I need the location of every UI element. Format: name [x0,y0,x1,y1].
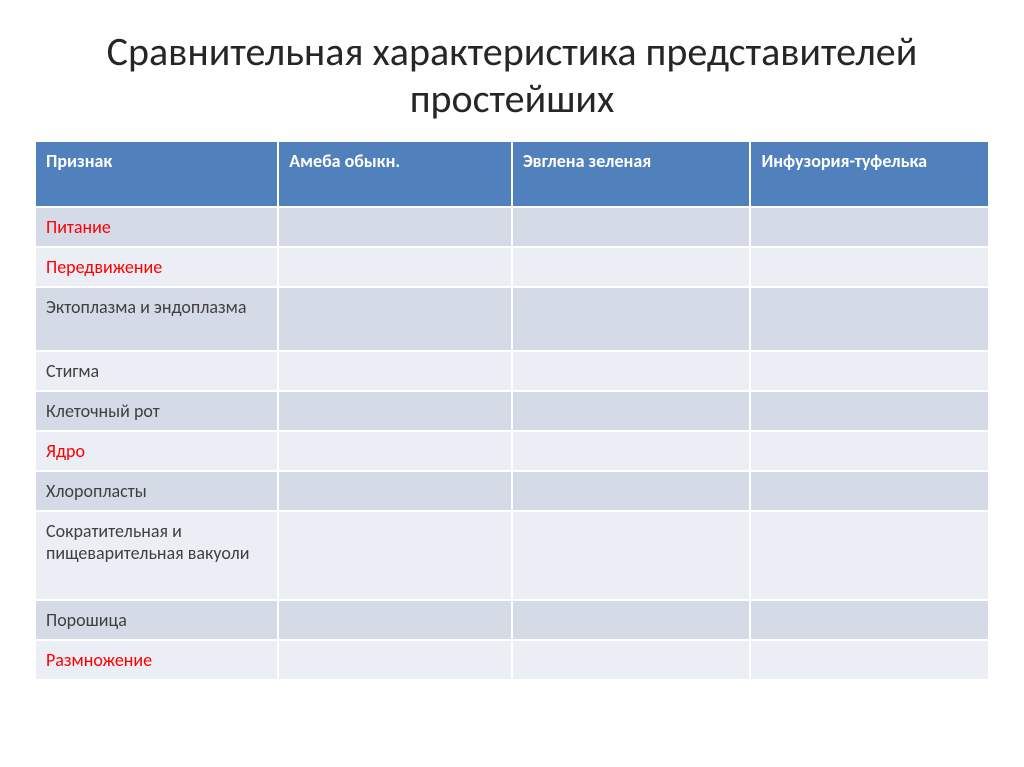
table-cell [278,287,512,351]
row-label: Питание [35,207,278,247]
page-title: Сравнительная характеристика представите… [34,28,990,122]
table-header: Инфузория-туфелька [750,141,989,207]
table-row: Эктоплазма и эндоплазма [35,287,989,351]
row-label: Ядро [35,431,278,471]
table-row: Передвижение [35,247,989,287]
row-label: Эктоплазма и эндоплазма [35,287,278,351]
table-cell [512,431,751,471]
table-cell [278,640,512,680]
table-body: ПитаниеПередвижениеЭктоплазма и эндоплаз… [35,207,989,680]
slide: Сравнительная характеристика представите… [0,0,1024,767]
table-row: Размножение [35,640,989,680]
table-cell [512,207,751,247]
table-cell [512,640,751,680]
table-cell [512,351,751,391]
table-cell [278,391,512,431]
row-label: Сократительная и пищеварительная вакуоли [35,511,278,600]
row-label: Размножение [35,640,278,680]
table-header: Признак [35,141,278,207]
table-cell [750,287,989,351]
table-cell [278,207,512,247]
table-cell [750,471,989,511]
table-cell [512,471,751,511]
table-row: Порошица [35,600,989,640]
table-cell [750,431,989,471]
table-cell [512,600,751,640]
table-cell [278,600,512,640]
table-cell [750,640,989,680]
table-cell [512,511,751,600]
table-cell [512,391,751,431]
table-cell [278,351,512,391]
table-cell [750,511,989,600]
table-header: Эвглена зеленая [512,141,751,207]
table-cell [512,287,751,351]
table-cell [278,431,512,471]
table-cell [750,247,989,287]
table-header-row: Признак Амеба обыкн. Эвглена зеленая Инф… [35,141,989,207]
table-cell [278,511,512,600]
table-row: Питание [35,207,989,247]
table-cell [278,471,512,511]
table-row: Клеточный рот [35,391,989,431]
table-cell [278,247,512,287]
row-label: Стигма [35,351,278,391]
table-cell [750,207,989,247]
table-cell [750,600,989,640]
table-cell [512,247,751,287]
table-row: Стигма [35,351,989,391]
row-label: Клеточный рот [35,391,278,431]
table-row: Сократительная и пищеварительная вакуоли [35,511,989,600]
table-row: Хлоропласты [35,471,989,511]
comparison-table: Признак Амеба обыкн. Эвглена зеленая Инф… [34,140,990,681]
row-label: Порошица [35,600,278,640]
table-cell [750,351,989,391]
table-row: Ядро [35,431,989,471]
table-header: Амеба обыкн. [278,141,512,207]
row-label: Передвижение [35,247,278,287]
table-cell [750,391,989,431]
row-label: Хлоропласты [35,471,278,511]
